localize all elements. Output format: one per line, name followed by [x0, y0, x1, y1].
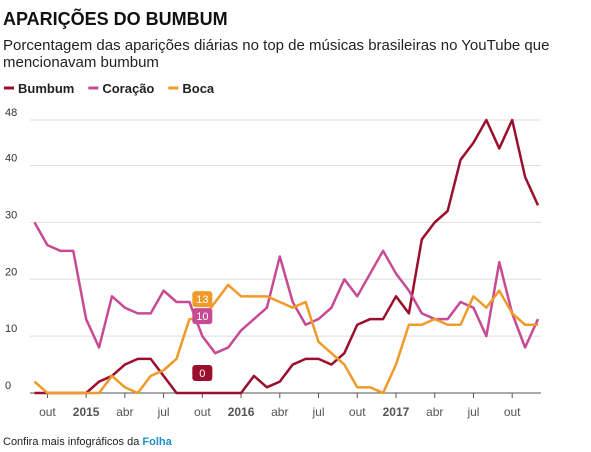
- legend-label: Coração: [102, 81, 154, 96]
- line: [33, 283, 538, 395]
- x-tick-label: abr: [426, 405, 443, 419]
- legend-label: Bumbum: [18, 81, 74, 96]
- chart-subtitle: mencionavam bumbum: [3, 54, 159, 71]
- x-tick-label: 2016: [228, 405, 255, 419]
- data-label: 13: [196, 294, 208, 306]
- x-tick-label: out: [504, 405, 521, 419]
- x-tick-label: out: [194, 405, 211, 419]
- y-tick-label: 0: [5, 380, 11, 392]
- line: [34, 118, 540, 395]
- data-label-box: [192, 308, 213, 325]
- x-tick-label: jul: [466, 405, 479, 419]
- x-tick-label: 2017: [383, 405, 410, 419]
- x-tick-label: abr: [271, 405, 288, 419]
- x-tick-label: abr: [116, 405, 133, 419]
- data-label-box: [192, 291, 213, 308]
- data-label: 10: [196, 311, 208, 323]
- y-tick-label: 30: [5, 209, 17, 221]
- y-tick-label: 48: [5, 107, 17, 119]
- line: [33, 221, 540, 355]
- footer: Confira mais infográficos da Folha: [3, 436, 173, 448]
- x-tick-label: out: [39, 405, 56, 419]
- x-tick-label: out: [349, 405, 366, 419]
- data-label-box: [192, 365, 213, 381]
- y-tick-label: 40: [5, 153, 17, 165]
- y-tick-label: 10: [5, 323, 17, 335]
- data-label: 0: [199, 368, 205, 380]
- chart-title: APARIÇÕES DO BUMBUM: [3, 8, 228, 29]
- chart-subtitle: Porcentagem das aparições diárias no top…: [3, 37, 549, 54]
- footer-text: Confira mais infográficos da: [3, 436, 140, 448]
- x-tick-label: jul: [157, 405, 170, 419]
- x-tick-label: jul: [312, 405, 325, 419]
- legend-label: Boca: [182, 81, 215, 96]
- x-tick-label: 2015: [73, 405, 100, 419]
- y-tick-label: 20: [5, 266, 17, 278]
- footer-link[interactable]: Folha: [142, 436, 172, 448]
